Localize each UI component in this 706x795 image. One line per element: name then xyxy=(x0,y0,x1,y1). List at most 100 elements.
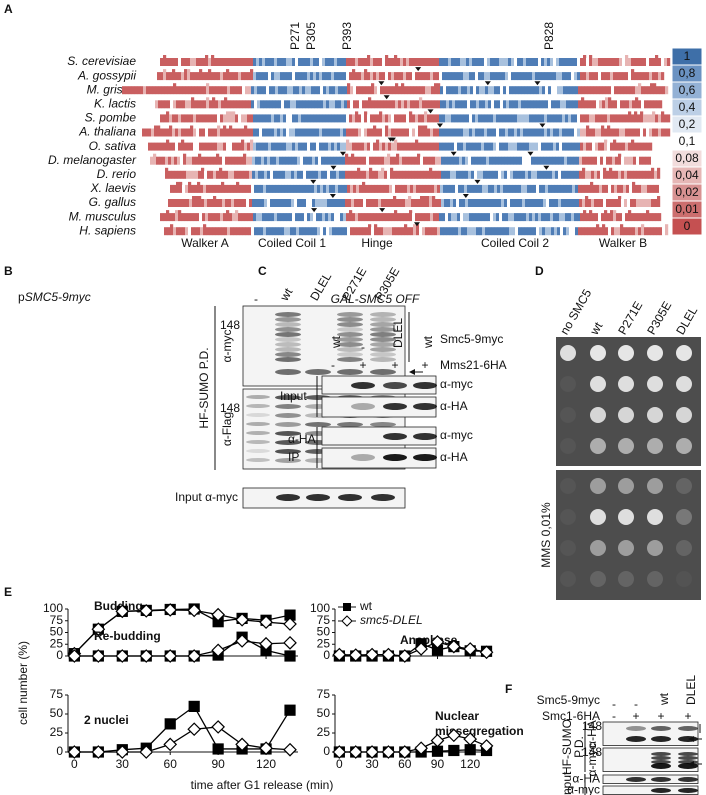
alignment-cell xyxy=(595,128,599,137)
alignment-cell xyxy=(595,114,599,123)
alignment-cell xyxy=(178,72,182,81)
alignment-cell xyxy=(479,86,483,95)
alignment-cell xyxy=(190,58,194,66)
alignment-cell xyxy=(481,114,485,123)
alignment-cell xyxy=(388,58,392,66)
alignment-cell xyxy=(608,97,612,109)
alignment-cell xyxy=(536,100,540,109)
alignment-cell xyxy=(493,72,497,81)
band xyxy=(413,382,437,389)
alignment-cell xyxy=(181,58,185,66)
alignment-cell xyxy=(260,184,264,193)
alignment-cell xyxy=(208,142,212,151)
alignment-cell xyxy=(461,227,465,236)
alignment-cell xyxy=(352,213,356,222)
alignment-cell xyxy=(283,72,287,81)
alignment-cell xyxy=(272,86,276,95)
alignment-cell xyxy=(420,196,424,207)
alignment-cell xyxy=(238,58,242,66)
alignment-cell xyxy=(463,128,467,137)
alignment-cell xyxy=(169,58,173,66)
alignment-cell xyxy=(197,181,201,193)
alignment-cell xyxy=(367,142,371,151)
band xyxy=(275,357,301,362)
alignment-cell xyxy=(210,199,214,207)
alignment-cell xyxy=(151,142,155,151)
alignment-cell xyxy=(209,227,213,236)
alignment-cell xyxy=(241,72,245,81)
alignment-cell xyxy=(542,184,546,193)
alignment-cell xyxy=(277,72,281,81)
alignment-cell xyxy=(285,156,289,165)
domain-label: Coiled Coil 2 xyxy=(481,236,549,250)
alignment-cell xyxy=(372,170,376,179)
alignment-cell xyxy=(474,199,478,207)
alignment-cell xyxy=(597,156,601,165)
alignment-cell xyxy=(310,213,314,222)
species-name: S. cerevisiae xyxy=(67,54,136,68)
alignment-cell xyxy=(610,142,614,151)
alignment-cell xyxy=(303,156,307,165)
alignment-cell xyxy=(494,86,498,95)
alignment-cell xyxy=(321,156,325,165)
alignment-cell xyxy=(568,58,572,66)
alignment-cell xyxy=(601,114,605,123)
alignment-cell xyxy=(541,114,545,123)
alignment-cell xyxy=(518,227,522,236)
alignment-cell xyxy=(232,142,236,151)
alignment-cell xyxy=(624,170,628,179)
alignment-cell xyxy=(513,156,517,165)
alignment-cell xyxy=(254,184,258,193)
alignment-cell xyxy=(374,184,378,193)
data-point xyxy=(463,642,478,656)
alignment-cell xyxy=(167,100,171,109)
alignment-cell xyxy=(178,142,182,151)
alignment-cell xyxy=(416,224,420,236)
alignment-cell xyxy=(298,142,302,151)
alignment-cell xyxy=(389,227,393,236)
alignment-cell xyxy=(163,213,167,222)
data-point xyxy=(283,635,297,650)
alignment-cell xyxy=(316,58,320,66)
alignment-cell xyxy=(482,100,486,109)
alignment-cell xyxy=(524,227,528,236)
alignment-cell xyxy=(271,72,275,81)
alignment-cell xyxy=(322,58,326,66)
strain-label: P271E xyxy=(615,299,645,337)
data-point xyxy=(446,639,461,654)
alignment-cell xyxy=(659,100,663,109)
alignment-cell xyxy=(402,156,406,165)
alignment-cell xyxy=(227,100,231,109)
alignment-cell xyxy=(458,184,462,193)
alignment-cell xyxy=(569,227,573,236)
alignment-cell xyxy=(454,213,458,222)
alignment-cell xyxy=(410,100,414,109)
alignment-cell xyxy=(414,156,418,165)
alignment-cell xyxy=(477,170,481,179)
alignment-cell xyxy=(436,58,440,66)
alignment-cell xyxy=(376,114,380,123)
data-point xyxy=(283,617,297,631)
alignment-cell xyxy=(277,142,281,151)
alignment-cell xyxy=(177,156,181,165)
alignment-cell xyxy=(315,170,319,179)
alignment-cell xyxy=(442,58,446,66)
alignment-cell xyxy=(403,142,407,151)
alignment-cell xyxy=(501,156,505,165)
alignment-cell xyxy=(160,142,164,151)
alignment-cell xyxy=(178,210,182,222)
alignment-cell xyxy=(385,114,389,123)
alignment-cell xyxy=(313,142,317,151)
alignment-cell xyxy=(272,184,276,193)
alignment-cell xyxy=(558,170,562,179)
alignment-cell xyxy=(475,142,479,151)
alignment-cell xyxy=(386,100,390,109)
alignment-cell xyxy=(502,58,506,66)
alignment-cell xyxy=(571,58,575,66)
alignment-cell xyxy=(271,114,275,123)
construct-prefix: p xyxy=(18,290,25,304)
alignment-cell xyxy=(325,114,329,123)
alignment-cell xyxy=(322,72,326,81)
alignment-cell xyxy=(178,114,182,123)
alignment-cell xyxy=(484,213,488,222)
